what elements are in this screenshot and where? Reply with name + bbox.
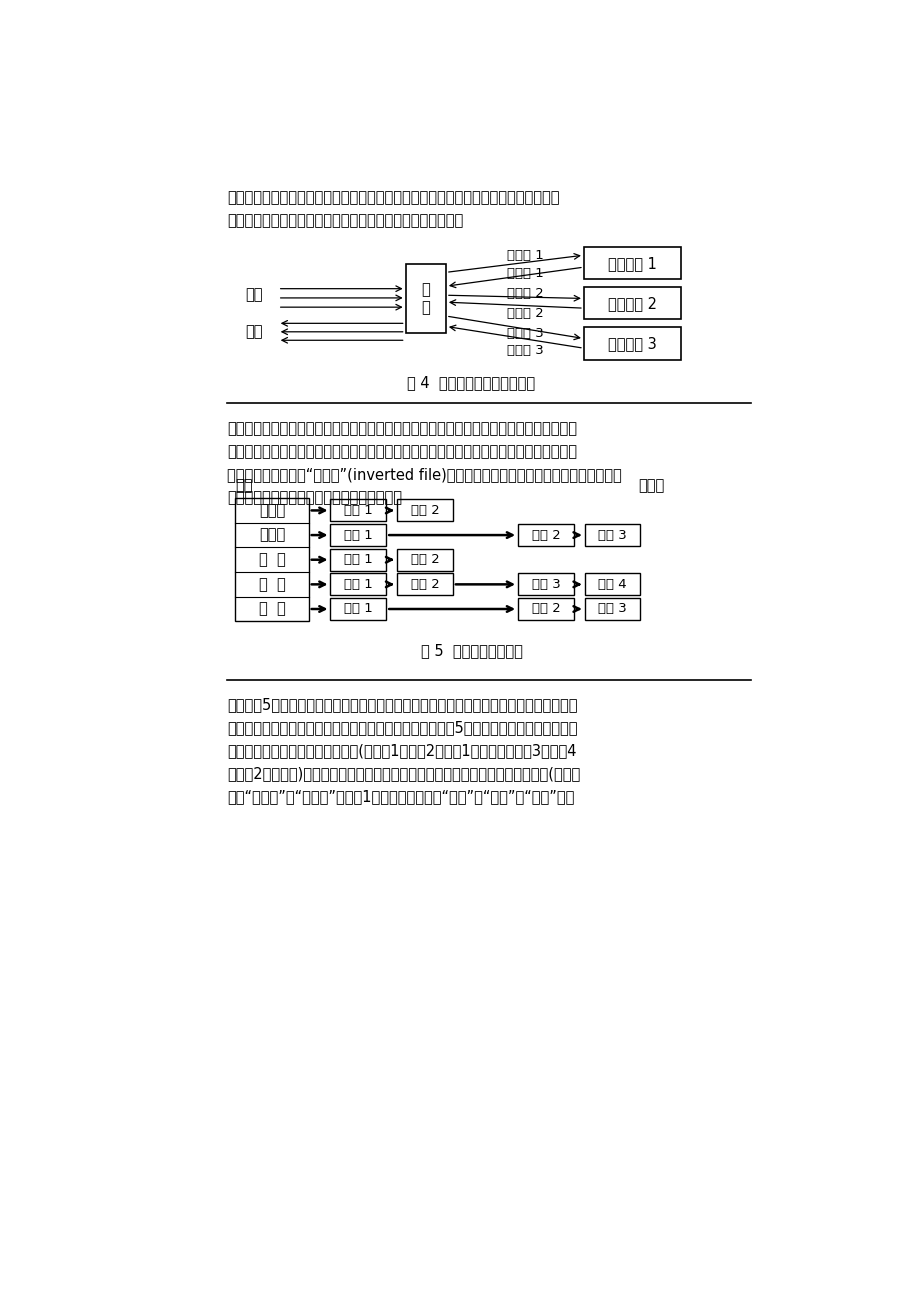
Text: 文档 3: 文档 3 [531,578,560,591]
Text: 子查询 3: 子查询 3 [506,327,543,340]
Text: 代
理: 代 理 [421,283,430,315]
Text: 并  行: 并 行 [258,552,285,568]
Text: 在进行查询之间的并行时，信息检索系统中的数据结构通常不需要改变。而对于单条查: 在进行查询之间的并行时，信息检索系统中的数据结构通常不需要改变。而对于单条查 [227,421,577,436]
Bar [517,573,573,595]
Text: 查询: 查询 [244,288,262,302]
Bar [330,573,386,595]
Text: 文档 1: 文档 1 [344,504,372,517]
Text: 文档 1: 文档 1 [344,578,372,591]
Text: 文档 2: 文档 2 [531,603,560,616]
Text: 文档 1: 文档 1 [344,553,372,566]
Text: 技  术: 技 术 [258,602,285,617]
Text: 文档 1: 文档 1 [344,603,372,616]
Bar [397,548,452,570]
Text: 搜索程序 1: 搜索程序 1 [607,255,656,271]
Text: 文档 3: 文档 3 [597,603,626,616]
Text: 分布式: 分布式 [258,527,285,543]
Text: 条查询划分成多条子查询，每条子查询分别发送给一个搜索进程进行处理，各进程返回: 条查询划分成多条子查询，每条子查询分别发送给一个搜索进程进行处理，各进程返回 [227,190,560,206]
Bar [330,525,386,546]
Text: 大规模: 大规模 [258,503,285,518]
Bar [330,598,386,620]
Text: 子查询 2: 子查询 2 [506,286,543,299]
Bar [235,499,309,621]
Bar [584,598,640,620]
Text: 档。一个典型的倒排表部分结构如下图所示：: 档。一个典型的倒排表部分结构如下图所示： [227,491,402,505]
Bar [517,525,573,546]
Text: 图 4  查询内部的并行处理过程: 图 4 查询内部的并行处理过程 [407,375,535,391]
Bar [517,598,573,620]
Text: 图 5  倒排表结构示意图: 图 5 倒排表结构示意图 [420,643,522,658]
Text: 询内部的并行处理，则需要对原有串行信息检索的数据结构做相应的改变。在信息检索系统: 询内部的并行处理，则需要对原有串行信息检索的数据结构做相应的改变。在信息检索系统 [227,444,577,460]
Text: 文档 2: 文档 2 [410,578,439,591]
Bar [584,573,640,595]
Bar [330,548,386,570]
Text: 的子结果在代理上进行综合，得到最后的总结果返回给用户。: 的子结果在代理上进行综合，得到最后的总结果返回给用户。 [227,214,463,228]
Bar [330,500,386,521]
Bar [584,247,680,280]
Bar [584,288,680,319]
Text: 分配给2号处理器)，而查询项分割是将不同的关键词分配给不同的处理器进行处理(如：关: 分配给2号处理器)，而查询项分割是将不同的关键词分配给不同的处理器进行处理(如：… [227,766,580,781]
Text: 子查询 1: 子查询 1 [506,249,543,262]
Text: 结果: 结果 [244,324,262,340]
Text: 中通常采用一种称为“倒排表”(inverted file)的索引结构，可以直接从关键词映射到所在文: 中通常采用一种称为“倒排表”(inverted file)的索引结构，可以直接从… [227,467,621,482]
Text: 文档 2: 文档 2 [410,553,439,566]
Text: 子结果 3: 子结果 3 [506,344,543,357]
Text: 键词“大规模”和“分布式”分配给1号处理器，关键词“并行”、“检索”和“技术”分配: 键词“大规模”和“分布式”分配给1号处理器，关键词“并行”、“检索”和“技术”分… [227,789,574,805]
Text: 检  索: 检 索 [258,577,285,592]
Text: 搜索程序 3: 搜索程序 3 [607,336,656,350]
Text: 在图5中，左边的多个查询项组成项表；每个项指针链出的是其所在文档的相关信息；: 在图5中，左边的多个查询项组成项表；每个项指针链出的是其所在文档的相关信息； [227,697,577,712]
Text: 搜索程序 2: 搜索程序 2 [607,296,656,311]
Text: 文档 3: 文档 3 [597,529,626,542]
Text: 的文档分配给不同处理器进行处理(如文档1和文档2分配给1号处理器，文档3和文档4: 的文档分配给不同处理器进行处理(如文档1和文档2分配给1号处理器，文档3和文档4 [227,743,576,758]
Text: 子结果 2: 子结果 2 [506,307,543,320]
Bar [405,264,446,333]
Bar [397,573,452,595]
Text: 项表: 项表 [235,479,253,493]
Bar [397,500,452,521]
Text: 文档 2: 文档 2 [410,504,439,517]
Text: 文档 4: 文档 4 [597,578,626,591]
Text: 文档表: 文档表 [638,479,664,493]
Bar [584,327,680,359]
Text: 文档 2: 文档 2 [531,529,560,542]
Bar [584,525,640,546]
Text: 文档 1: 文档 1 [344,529,372,542]
Text: 每个项所在的所有文档信息称为这个项对应的文档表。以图5为例，数据集分割就是将不同: 每个项所在的所有文档信息称为这个项对应的文档表。以图5为例，数据集分割就是将不同 [227,720,577,734]
Text: 子结果 1: 子结果 1 [506,267,543,280]
